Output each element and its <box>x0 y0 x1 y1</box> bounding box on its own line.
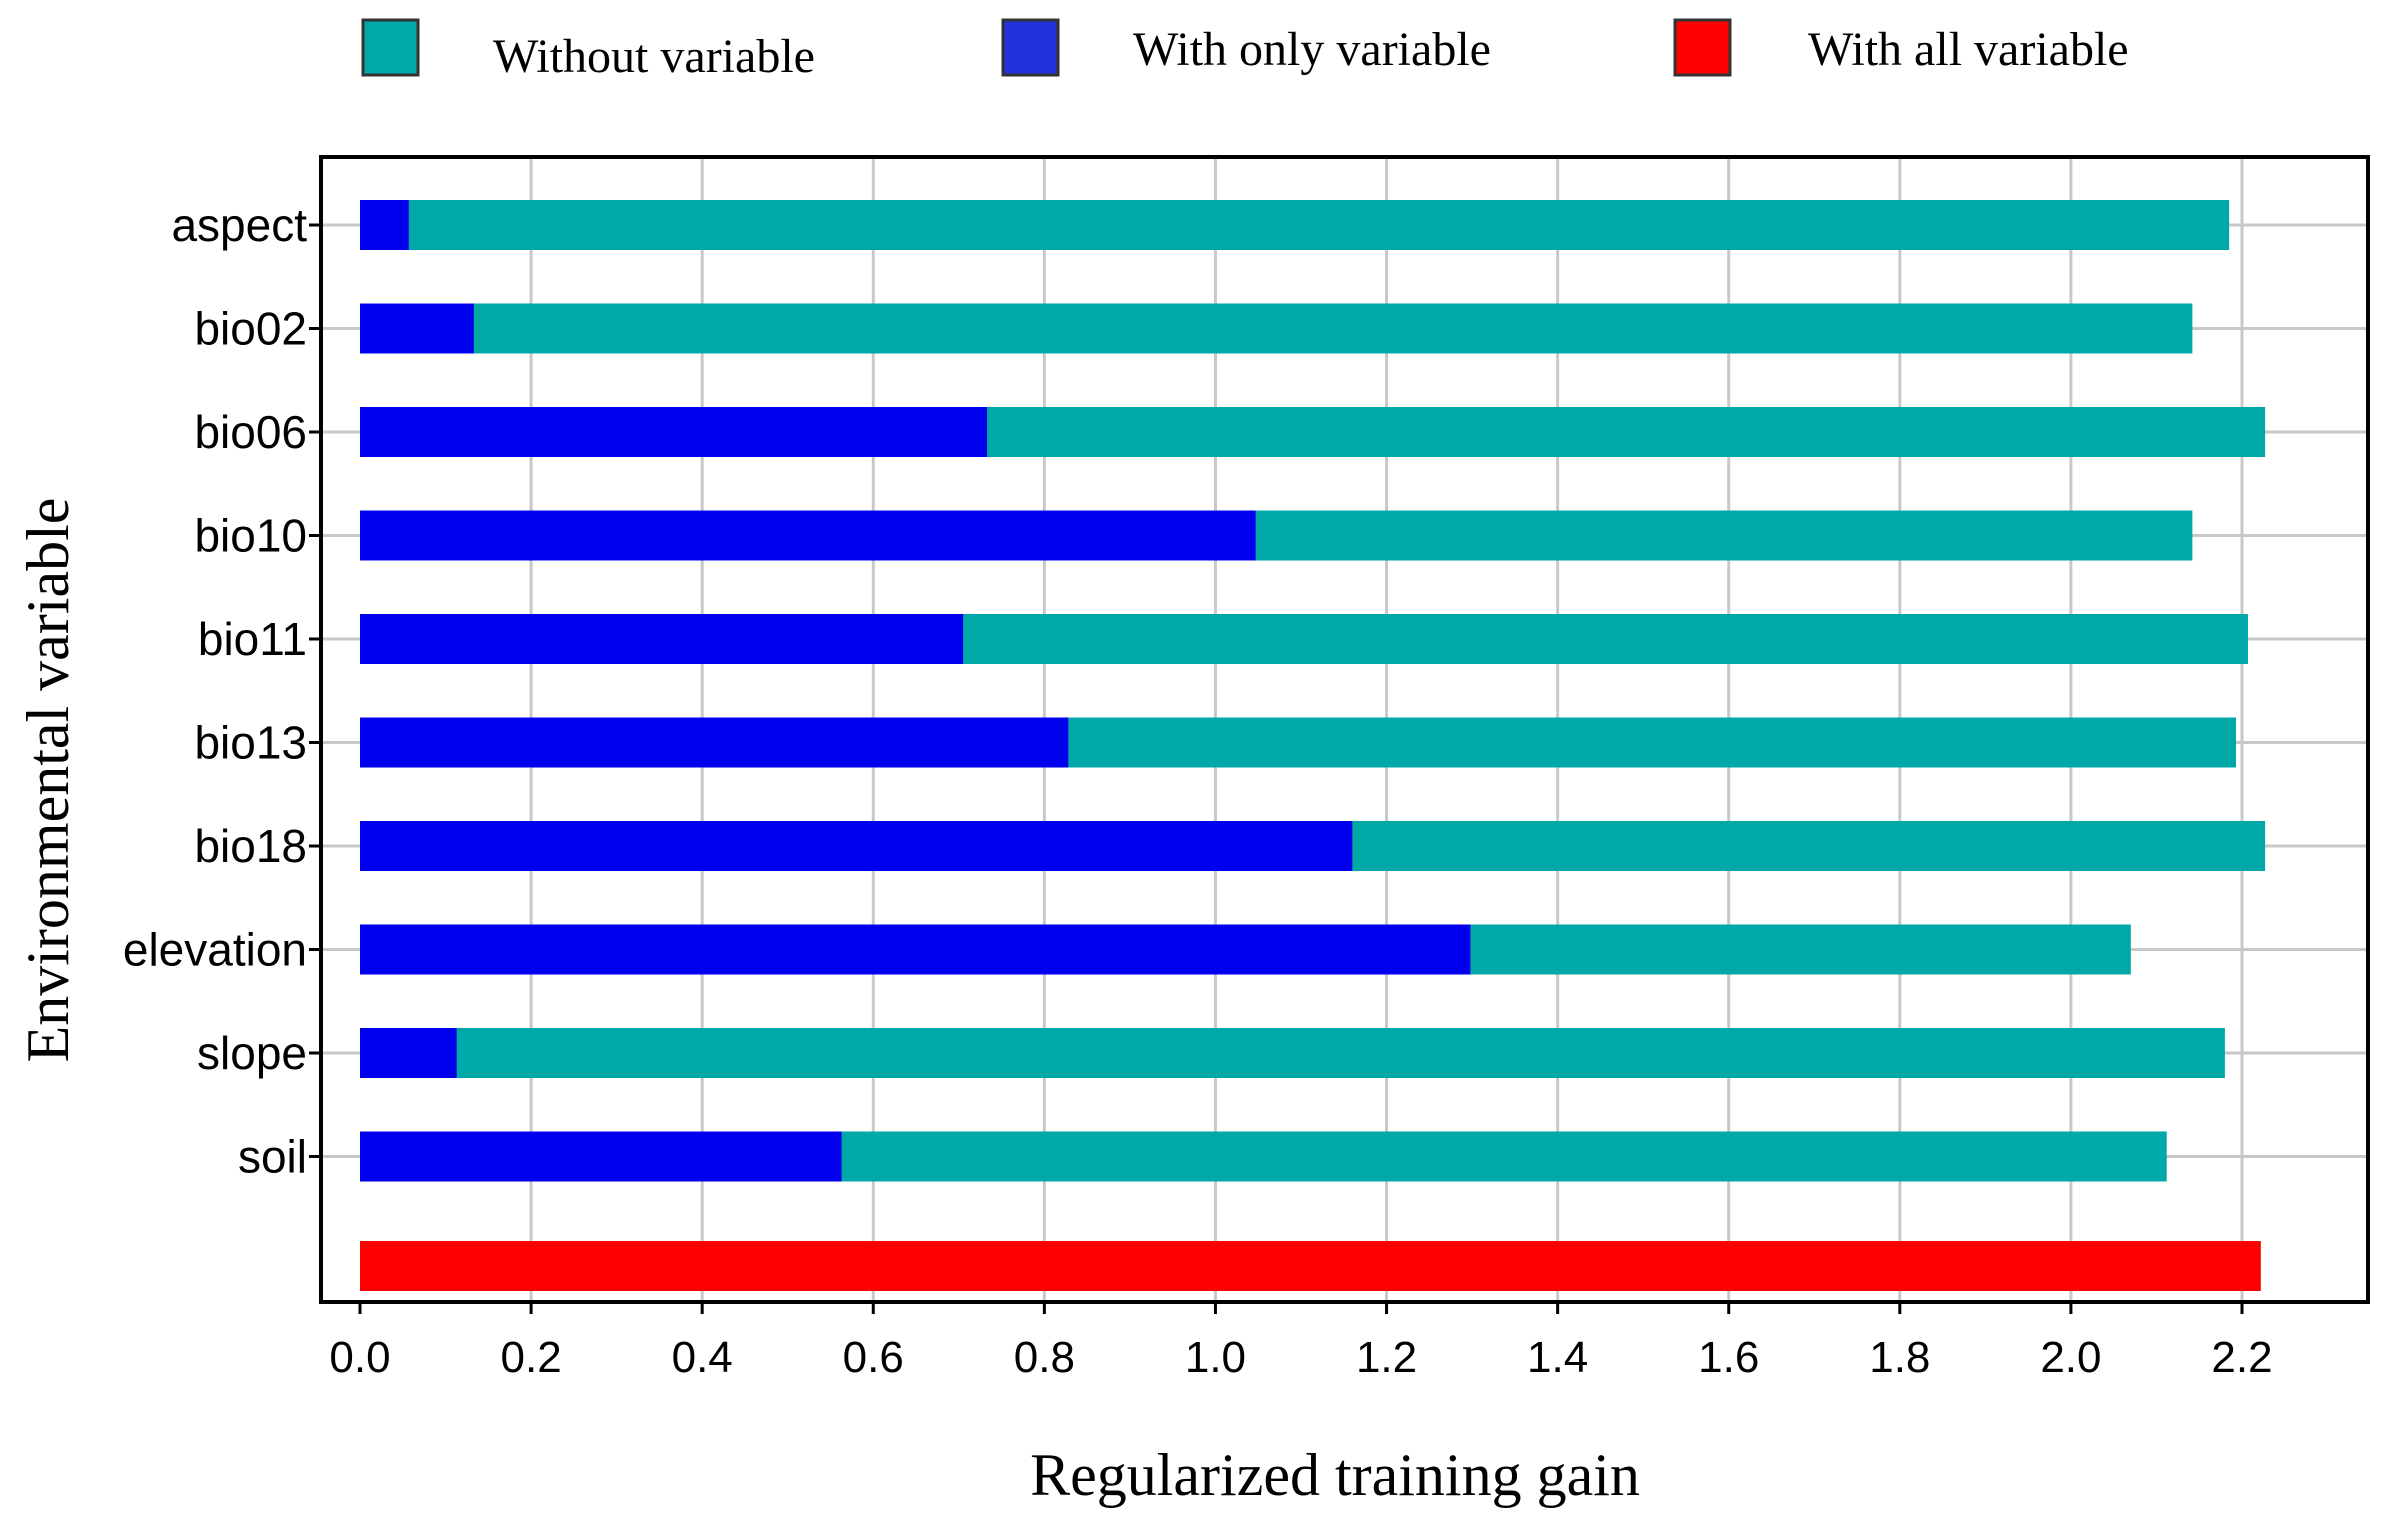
bar-without-slope <box>360 1028 2225 1078</box>
bar-only-bio06 <box>360 407 988 457</box>
x-tick-label-0.2: 0.2 <box>501 1333 562 1382</box>
x-axis-ticks: 0.0 0.2 0.4 0.6 0.8 1.0 1.2 1.4 1.6 1.8 2.0 2.2 <box>329 1302 2273 1382</box>
y-tick-label-bio10: bio10 <box>194 510 307 562</box>
x-tick-label-0.4: 0.4 <box>672 1333 733 1382</box>
bar-only-bio02 <box>360 303 474 354</box>
bar-only-bio13 <box>360 717 1069 768</box>
bar-without-aspect <box>360 200 2230 250</box>
x-tick-label-1.0: 1.0 <box>1185 1333 1246 1382</box>
y-tick-label-bio02: bio02 <box>194 303 307 355</box>
y-tick-label-slope: slope <box>197 1027 307 1079</box>
y-tick-label-bio06: bio06 <box>194 406 307 458</box>
legend-swatch-with-all-variable <box>1673 18 1732 77</box>
plot-frame <box>319 155 2370 1304</box>
legend-label-with-only-variable: With only variable <box>1133 23 1491 76</box>
x-tick-label-1.8: 1.8 <box>1869 1333 1930 1382</box>
x-tick-label-0.0: 0.0 <box>329 1333 390 1382</box>
y-tick-label-bio18: bio18 <box>194 820 307 872</box>
bar-only-elevation <box>360 924 1471 975</box>
legend-label-with-all-variable: With all variable <box>1808 23 2129 76</box>
y-axis-title: Environmental variable <box>15 498 81 1063</box>
bar-with-all-variable <box>360 1241 2261 1291</box>
x-tick-label-0.6: 0.6 <box>843 1333 904 1382</box>
y-tick-label-aspect: aspect <box>171 199 307 251</box>
x-tick-label-1.2: 1.2 <box>1356 1333 1417 1382</box>
x-tick-label-2.0: 2.0 <box>2040 1333 2101 1382</box>
y-tick-label-elevation: elevation <box>123 924 307 976</box>
y-tick-label-soil: soil <box>238 1131 307 1183</box>
y-axis-ticks: aspect bio02 bio06 bio10 bio11 bio13 bio18 elev… <box>123 199 321 1183</box>
bar-only-slope <box>360 1028 457 1078</box>
bar-only-soil <box>360 1131 842 1182</box>
legend: Without variable With only variable With… <box>361 18 2129 83</box>
y-tick-label-bio13: bio13 <box>194 717 307 769</box>
bar-only-aspect <box>360 200 409 250</box>
y-tick-label-bio11: bio11 <box>198 613 307 665</box>
x-axis-title: Regularized training gain <box>1030 1442 1640 1508</box>
bar-only-bio11 <box>360 614 964 664</box>
x-tick-label-0.8: 0.8 <box>1014 1333 1075 1382</box>
bar-only-bio18 <box>360 821 1353 871</box>
bar-only-bio10 <box>360 510 1256 561</box>
legend-label-without-variable: Without variable <box>493 30 815 83</box>
x-tick-label-1.6: 1.6 <box>1698 1333 1759 1382</box>
legend-swatch-with-only-variable <box>1001 18 1060 77</box>
x-tick-label-1.4: 1.4 <box>1527 1333 1588 1382</box>
x-tick-label-2.2: 2.2 <box>2211 1333 2272 1382</box>
bars <box>360 200 2266 1291</box>
bar-without-bio02 <box>360 303 2193 354</box>
legend-swatch-without-variable <box>361 18 420 77</box>
